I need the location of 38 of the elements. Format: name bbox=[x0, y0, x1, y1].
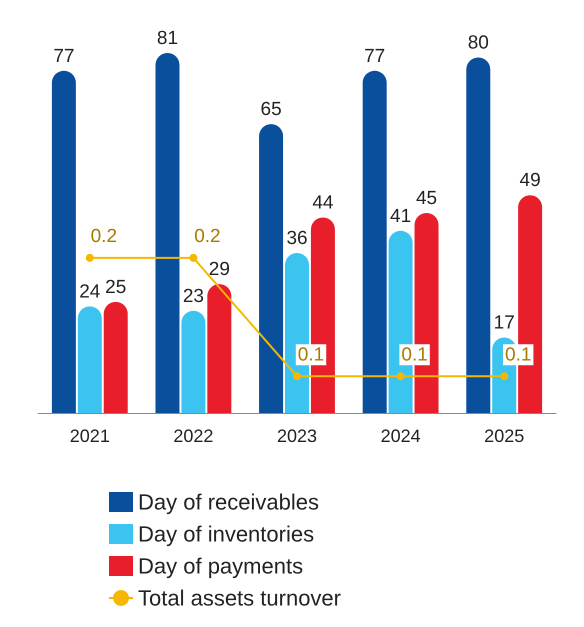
bar bbox=[78, 306, 102, 413]
legend-label: Total assets turnover bbox=[138, 586, 341, 610]
data-label: 0.2 bbox=[90, 226, 118, 247]
data-label: 80 bbox=[468, 32, 489, 54]
data-label: 41 bbox=[390, 206, 412, 227]
bar bbox=[52, 70, 76, 413]
data-label: 23 bbox=[182, 286, 204, 307]
data-label: 0.2 bbox=[194, 226, 221, 247]
data-label: 17 bbox=[494, 312, 515, 334]
x-tick-label: 2022 bbox=[173, 426, 214, 446]
bar bbox=[104, 302, 128, 413]
data-label: 29 bbox=[208, 259, 230, 280]
x-tick-label: 2021 bbox=[70, 426, 110, 446]
x-tick-label: 2025 bbox=[484, 426, 524, 446]
bar bbox=[181, 310, 206, 413]
legend-label: Day of receivables bbox=[138, 490, 319, 514]
legend-label: Day of inventories bbox=[138, 522, 314, 546]
data-label: 36 bbox=[286, 228, 308, 249]
x-tick-label: 2024 bbox=[380, 426, 421, 446]
bar bbox=[155, 53, 180, 413]
data-label: 25 bbox=[105, 276, 126, 298]
legend-label: Day of payments bbox=[138, 554, 304, 578]
x-tick-label: 2023 bbox=[276, 426, 318, 446]
data-label: 77 bbox=[364, 46, 386, 67]
data-label: 81 bbox=[156, 28, 178, 49]
data-label: 0.1 bbox=[298, 344, 324, 366]
data-label: 44 bbox=[312, 192, 334, 214]
bar bbox=[207, 284, 232, 413]
bar bbox=[362, 70, 387, 413]
data-label: 49 bbox=[520, 170, 541, 192]
data-label: 0.1 bbox=[401, 344, 428, 366]
bar bbox=[466, 57, 490, 413]
data-label: 65 bbox=[260, 99, 282, 120]
bar bbox=[259, 124, 284, 413]
data-label: 45 bbox=[416, 188, 438, 209]
data-label: 77 bbox=[53, 46, 74, 67]
data-label: 24 bbox=[79, 281, 101, 302]
data-label: 0.1 bbox=[504, 344, 532, 366]
